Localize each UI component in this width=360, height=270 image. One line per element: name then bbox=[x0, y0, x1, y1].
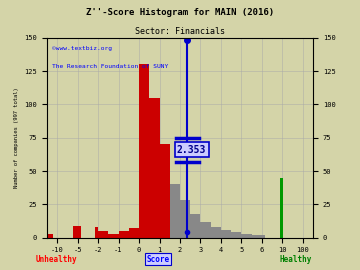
Y-axis label: Number of companies (997 total): Number of companies (997 total) bbox=[14, 87, 19, 188]
Text: 2.353: 2.353 bbox=[177, 145, 206, 155]
Bar bbox=[45, 234, 53, 238]
Bar bbox=[139, 65, 149, 238]
Bar bbox=[252, 235, 262, 238]
Bar bbox=[180, 200, 190, 238]
Bar bbox=[159, 144, 170, 238]
Bar bbox=[118, 231, 129, 238]
Bar bbox=[201, 222, 211, 238]
Bar bbox=[98, 231, 108, 238]
Bar bbox=[242, 234, 252, 238]
Bar bbox=[221, 230, 231, 238]
Text: Z''-Score Histogram for MAIN (2016): Z''-Score Histogram for MAIN (2016) bbox=[86, 8, 274, 17]
Text: Unhealthy: Unhealthy bbox=[36, 255, 78, 264]
Bar bbox=[73, 226, 81, 238]
Text: The Research Foundation of SUNY: The Research Foundation of SUNY bbox=[52, 64, 168, 69]
Text: Sector: Financials: Sector: Financials bbox=[135, 27, 225, 36]
Bar bbox=[262, 235, 265, 238]
Bar bbox=[190, 214, 201, 238]
Bar bbox=[149, 98, 159, 238]
Bar bbox=[129, 228, 139, 238]
Bar bbox=[231, 232, 242, 238]
Text: Healthy: Healthy bbox=[279, 255, 311, 264]
Bar bbox=[211, 227, 221, 238]
Text: Score: Score bbox=[147, 255, 170, 264]
Bar bbox=[170, 184, 180, 238]
Bar bbox=[280, 178, 283, 238]
Bar bbox=[108, 234, 118, 238]
Bar bbox=[95, 227, 98, 238]
Text: ©www.textbiz.org: ©www.textbiz.org bbox=[52, 46, 112, 51]
